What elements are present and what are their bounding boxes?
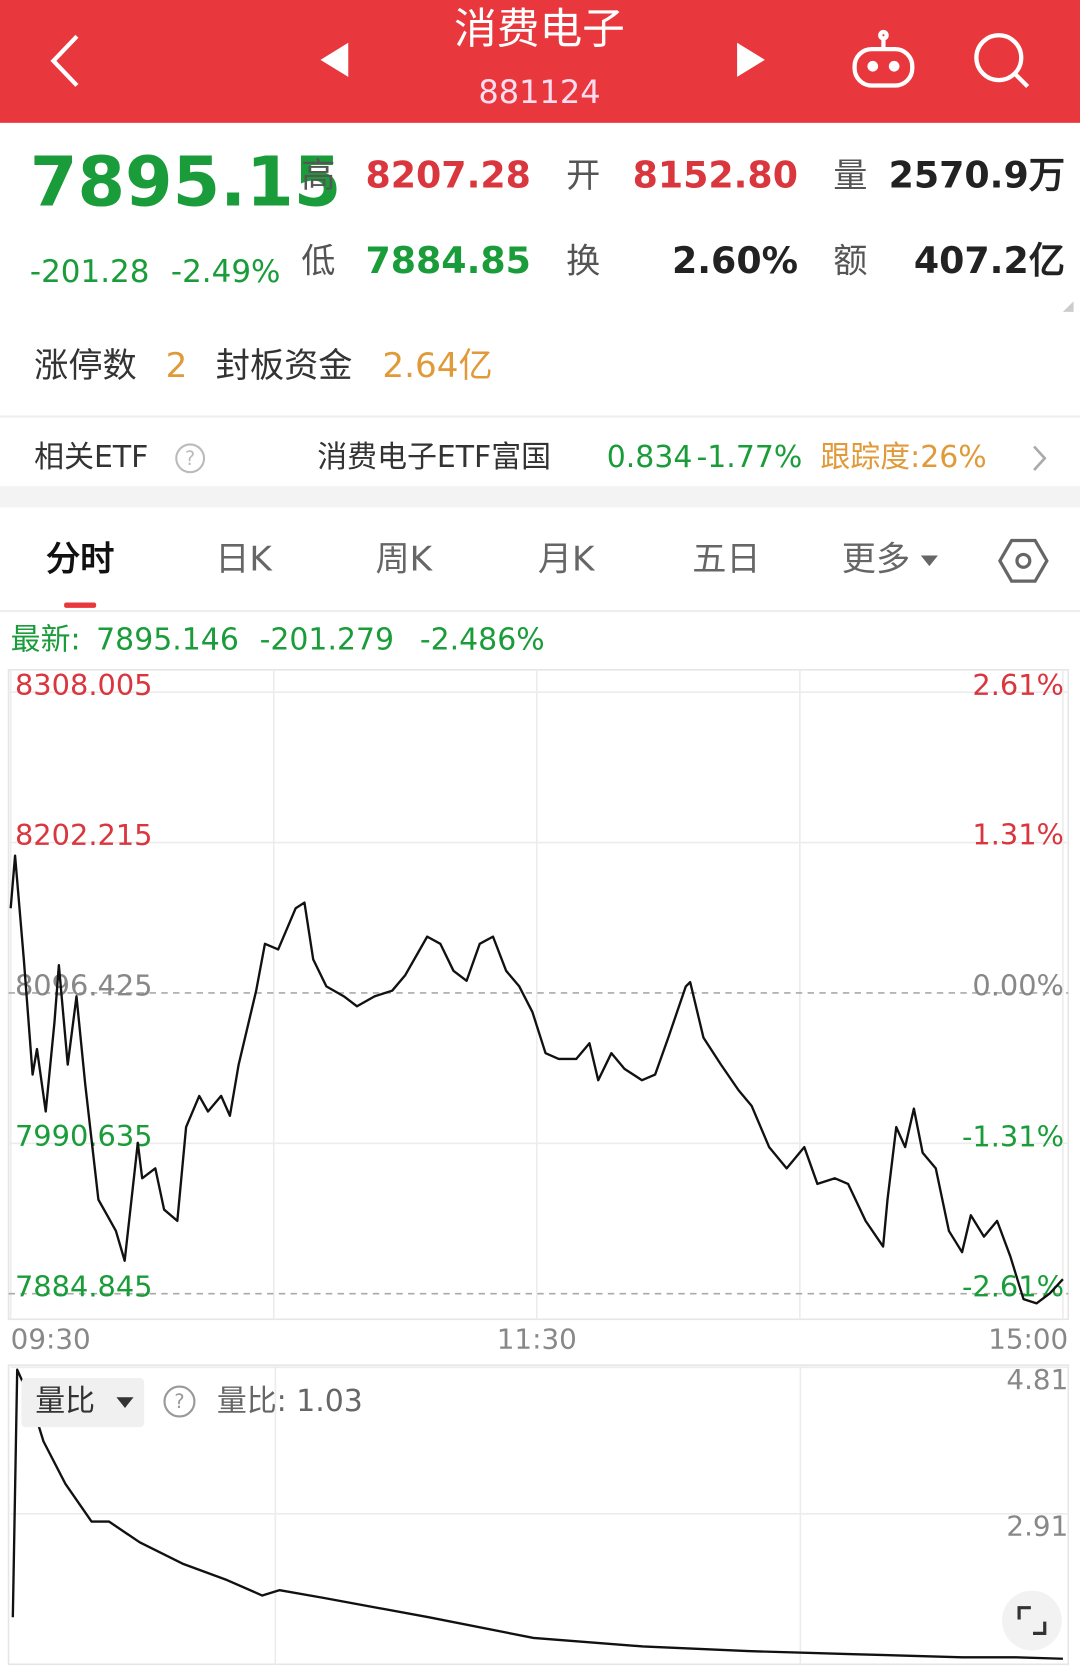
etf-tracking: 跟踪度:26% [820,440,986,475]
y2-tick-label: 0.00% [972,969,1064,1003]
tab-indicator [64,602,97,608]
x-tick-label: 09:30 [11,1323,91,1356]
back-button[interactable] [50,34,79,87]
stat-value: 8207.28 [366,153,531,196]
robot-icon[interactable] [852,29,915,88]
dropdown-arrow [920,555,938,567]
fund-label: 封板资金 [216,346,353,386]
stat-label: 换 [566,241,600,281]
header-bar [0,0,1080,123]
etf-label: 相关ETF [34,440,148,475]
indicator-name: 量比 [35,1384,95,1419]
help-icon[interactable] [175,443,206,474]
latest-change: -201.279 [260,622,394,657]
tab[interactable]: 五日 [692,539,760,579]
y2-tick-label: -1.31% [962,1120,1064,1154]
y-tick-label: 7990.635 [15,1119,153,1153]
change-pct: -2.49% [171,254,281,290]
stat-value: 407.2亿 [914,239,1065,282]
settings-dot [1015,552,1032,569]
volume-frame [7,1364,1070,1666]
y2-tick-label: -2.61% [962,1269,1064,1303]
etf-change: -1.77% [696,440,802,475]
prev-button[interactable] [320,42,349,77]
chevron [1033,445,1047,471]
dropdown-arrow [116,1397,134,1408]
code: 881124 [478,73,600,111]
latest-pct: -2.486% [420,622,545,657]
help-glyph: ? [174,1390,184,1413]
stat-value: 2570.9万 [889,153,1065,196]
limit-up-count: 2 [166,346,188,386]
stat-value: 2.60% [672,239,798,282]
title: 消费电子 [454,5,625,55]
next-button[interactable] [737,42,765,77]
stat-value: 7884.85 [366,239,531,282]
expand-button[interactable] [1002,1590,1062,1651]
spacer [0,486,1080,508]
y2-tick-label: 2.61% [972,668,1064,702]
x-tick-label: 11:30 [497,1323,577,1356]
settings-icon[interactable] [998,538,1049,583]
price: 7895.15 [30,143,341,222]
y-tick-label: 8308.005 [15,668,153,702]
search-icon[interactable] [974,33,1030,89]
tab-active[interactable]: 分时 [46,539,114,579]
stat-label: 低 [301,241,335,281]
y-tick-label: 8096.425 [15,969,153,1003]
change: -201.28 [30,254,150,290]
fund-value: 2.64亿 [382,346,492,386]
y-tick-label: 7884.845 [15,1269,153,1303]
etf-row[interactable]: 相关ETF ? 消费电子ETF富国 0.834 -1.77% 跟踪度:26% [34,440,1047,475]
indicator-select[interactable] [21,1378,145,1428]
series-line [11,1368,1063,1660]
x-tick-label: 15:00 [988,1323,1068,1356]
tab[interactable]: 月K [538,539,596,579]
stat-label: 高 [301,156,335,196]
latest-price: 7895.146 [96,622,239,657]
indicator-value: 量比: 1.03 [217,1384,363,1419]
latest-label: 最新: [11,622,81,657]
tab[interactable]: 更多 [842,539,910,579]
help-glyph: ? [185,447,195,470]
chart-layer: 09:30 11:30 15:00 8308.005 8202.215 8096.425 7… [8,668,1068,1665]
y2-tick-label: 1.31% [972,818,1064,852]
tab[interactable]: 日K [215,539,273,579]
y-tick-label: 2.91 [1006,1510,1068,1543]
y-tick-label: 8202.215 [15,818,153,852]
limit-up-label: 涨停数 [34,346,137,386]
help-icon[interactable] [163,1385,196,1418]
tab[interactable]: 周K [376,539,434,579]
stat-label: 量 [833,156,867,196]
series-line [9,854,1064,1305]
stat-value: 8152.80 [633,153,798,196]
stat-label: 开 [566,156,600,196]
y-tick-label: 4.81 [1006,1363,1068,1396]
etf-name: 消费电子ETF富国 [317,440,551,475]
price-frame [7,668,1070,1321]
stat-label: 额 [833,241,867,281]
etf-price: 0.834 [607,440,693,475]
corner-mark [1062,301,1074,312]
expand-icon [1017,1606,1047,1635]
